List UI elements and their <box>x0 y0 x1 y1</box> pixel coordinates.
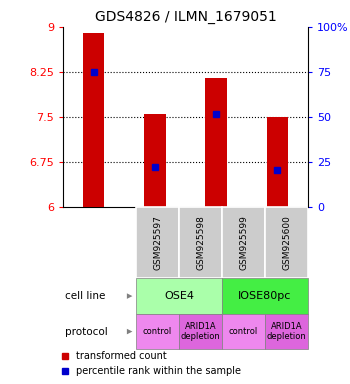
Text: GSM925599: GSM925599 <box>239 215 248 270</box>
Bar <box>267 117 288 207</box>
Bar <box>144 114 166 207</box>
Bar <box>136 207 179 278</box>
Text: GSM925600: GSM925600 <box>282 215 291 270</box>
Bar <box>222 314 265 349</box>
Bar <box>205 78 227 207</box>
Text: percentile rank within the sample: percentile rank within the sample <box>76 366 241 376</box>
Text: OSE4: OSE4 <box>164 291 194 301</box>
Text: GSM925598: GSM925598 <box>196 215 205 270</box>
Bar <box>179 314 222 349</box>
Bar <box>222 207 265 278</box>
Bar <box>136 278 222 314</box>
Text: GSM925597: GSM925597 <box>153 215 162 270</box>
Bar <box>83 33 104 207</box>
Text: ARID1A
depletion: ARID1A depletion <box>267 322 306 341</box>
Title: GDS4826 / ILMN_1679051: GDS4826 / ILMN_1679051 <box>94 10 276 25</box>
Bar <box>265 207 308 278</box>
Text: protocol: protocol <box>65 326 108 336</box>
Text: control: control <box>229 327 258 336</box>
Bar <box>136 314 179 349</box>
Text: transformed count: transformed count <box>76 351 167 361</box>
Text: ARID1A
depletion: ARID1A depletion <box>181 322 220 341</box>
Bar <box>179 207 222 278</box>
Bar <box>265 314 308 349</box>
Text: IOSE80pc: IOSE80pc <box>238 291 292 301</box>
Text: cell line: cell line <box>65 291 105 301</box>
Text: control: control <box>143 327 172 336</box>
Bar <box>222 278 308 314</box>
